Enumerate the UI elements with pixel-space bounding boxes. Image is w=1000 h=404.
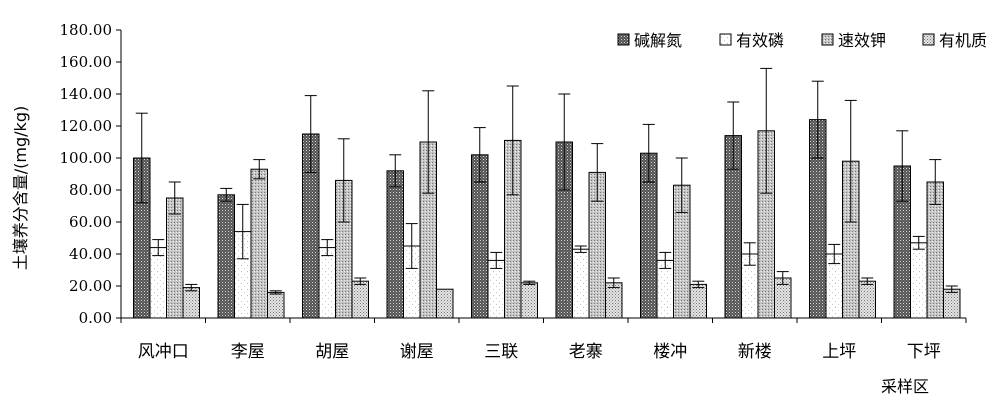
x-axis-title: 采样区 — [881, 377, 929, 396]
bar — [217, 194, 235, 319]
y-tick-label: 120.00 — [60, 117, 113, 135]
bar — [318, 247, 336, 319]
bars-layer — [133, 67, 961, 319]
x-tick-label: 胡屋 — [315, 342, 349, 362]
bar — [182, 287, 200, 319]
legend-label: 碱解氮 — [634, 31, 682, 50]
x-tick-label: 谢屋 — [400, 342, 434, 362]
legend-label: 有效磷 — [736, 31, 784, 50]
y-axis: 0.00 20.00 40.00 60.00 80.00 100.00 120.00 140.… — [60, 21, 122, 327]
legend-swatch — [719, 33, 732, 46]
bar — [386, 170, 404, 319]
x-tick-label: 下坪 — [907, 342, 941, 362]
bar — [487, 259, 505, 319]
x-tick-label: 三联 — [484, 342, 518, 362]
y-tick-label: 0.00 — [79, 309, 112, 327]
bar — [149, 247, 167, 319]
bar — [250, 168, 268, 319]
legend-swatch — [922, 33, 935, 46]
bar — [689, 283, 707, 319]
bar — [572, 248, 590, 319]
y-tick-label: 140.00 — [60, 85, 113, 103]
bar — [166, 197, 184, 319]
bar — [267, 291, 285, 319]
y-tick-label: 180.00 — [60, 21, 113, 39]
bar — [943, 288, 961, 319]
bar — [520, 282, 538, 319]
legend-label: 有机质 — [939, 31, 987, 50]
bar — [858, 280, 876, 319]
x-tick-label: 上坪 — [822, 342, 856, 362]
x-tick-label: 老寨 — [569, 342, 603, 362]
legend: 碱解氮 有效磷 速效钾 有机质 — [617, 31, 987, 50]
y-tick-label: 80.00 — [69, 181, 112, 199]
x-tick-label: 李屋 — [231, 342, 265, 362]
legend-swatch — [617, 33, 630, 46]
y-tick-label: 20.00 — [69, 277, 112, 295]
bar — [436, 288, 454, 319]
y-tick-label: 40.00 — [69, 245, 112, 263]
bar — [656, 259, 674, 319]
legend-label: 速效钾 — [838, 31, 886, 50]
x-tick-label: 风冲口 — [138, 342, 189, 362]
y-axis-title: 土壤养分含量/(mg/kg) — [11, 106, 30, 270]
y-tick-label: 160.00 — [60, 53, 113, 71]
legend-swatch — [821, 33, 834, 46]
x-axis: 风冲口 李屋 胡屋 谢屋 三联 老寨 楼冲 新楼 上坪 下坪 — [120, 317, 967, 362]
y-tick-label: 100.00 — [60, 149, 113, 167]
bar — [910, 242, 928, 319]
x-tick-label: 新楼 — [738, 342, 772, 362]
bar — [351, 280, 369, 319]
x-tick-label: 楼冲 — [653, 342, 687, 362]
y-tick-label: 60.00 — [69, 213, 112, 231]
